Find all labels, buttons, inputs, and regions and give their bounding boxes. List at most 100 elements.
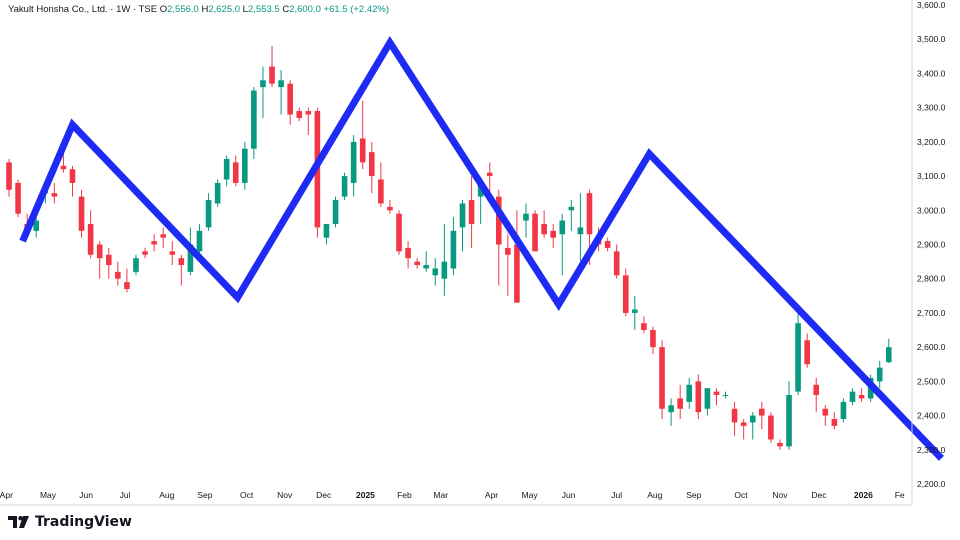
candle-body xyxy=(650,330,656,348)
candle xyxy=(178,254,185,286)
candle xyxy=(731,401,738,437)
candle-body xyxy=(885,347,892,363)
candle-body xyxy=(459,203,466,228)
candle-body xyxy=(260,80,266,88)
candle-body xyxy=(486,172,493,177)
candle xyxy=(223,155,230,187)
candle xyxy=(686,377,693,409)
y-tick-label: 3,500.0 xyxy=(917,34,946,44)
candle xyxy=(251,87,257,159)
candle xyxy=(813,377,820,413)
y-tick-label: 2,700.0 xyxy=(917,308,946,318)
candle xyxy=(822,405,829,426)
candle xyxy=(323,223,330,245)
candle xyxy=(768,412,774,443)
candle-body xyxy=(822,408,829,416)
candle-body xyxy=(795,323,801,392)
candle xyxy=(468,176,475,248)
candle-body xyxy=(858,395,865,399)
candle xyxy=(124,268,130,293)
candle-body xyxy=(169,251,176,255)
candle-body xyxy=(604,241,611,248)
candle xyxy=(777,439,783,450)
candle-body xyxy=(568,206,575,211)
candle xyxy=(51,182,58,204)
candle xyxy=(486,162,493,194)
candle xyxy=(622,268,629,317)
candle-body xyxy=(641,323,647,331)
candle xyxy=(632,295,638,331)
candle xyxy=(96,241,103,279)
time-axis[interactable]: Apr May Jun Jul Aug Sep Oct Nov Dec 2025 Feb Mar Apr… xyxy=(0,490,912,506)
candle-body xyxy=(423,265,430,269)
y-tick-label: 3,200.0 xyxy=(917,137,946,147)
candle-body xyxy=(686,384,693,402)
candle xyxy=(641,316,647,334)
chart-legend: Yakult Honsha Co., Ltd. · 1W · TSE O2,55… xyxy=(8,4,389,15)
candle-body xyxy=(350,141,357,183)
candle xyxy=(69,165,76,197)
candle xyxy=(677,384,683,419)
candle xyxy=(885,338,892,364)
x-tick-label: May xyxy=(522,490,539,500)
y-tick-label: 3,600.0 xyxy=(917,0,946,10)
candle xyxy=(33,217,40,238)
candle-body xyxy=(115,271,121,279)
candle-body xyxy=(713,391,720,396)
candle-body xyxy=(495,196,502,245)
candle xyxy=(378,162,384,207)
candle-body xyxy=(514,244,520,303)
candle xyxy=(804,333,810,368)
y-tick-label: 2,300.0 xyxy=(917,445,946,455)
high-value: 2,625.0 xyxy=(208,4,241,15)
candle-body xyxy=(586,193,593,235)
candle-body xyxy=(142,251,148,255)
candle xyxy=(142,247,148,259)
x-tick-label: Aug xyxy=(159,490,174,500)
candle xyxy=(541,210,547,238)
candle-body xyxy=(278,80,284,88)
candle xyxy=(704,388,711,416)
change-value: +61.5 (+2.42%) xyxy=(323,4,390,15)
candle-body xyxy=(269,66,275,84)
candle-body xyxy=(759,408,765,416)
candle xyxy=(722,391,729,399)
candle xyxy=(849,388,856,406)
candle xyxy=(305,107,312,136)
candle-body xyxy=(777,442,783,447)
candle xyxy=(6,158,12,197)
candle xyxy=(577,193,584,262)
candle xyxy=(514,210,520,303)
candle xyxy=(523,203,529,238)
candle-body xyxy=(577,227,584,235)
candle xyxy=(786,381,792,450)
candle-body xyxy=(214,182,221,204)
candle-body xyxy=(840,401,847,419)
candles xyxy=(6,46,892,450)
zigzag-overlay xyxy=(19,36,944,461)
candle-body xyxy=(405,247,411,259)
candle-body xyxy=(87,223,94,255)
candle xyxy=(387,200,393,214)
candle-body xyxy=(33,220,40,231)
candle xyxy=(550,223,556,248)
tradingview-logo[interactable]: TradingView xyxy=(8,514,132,530)
high-label: H xyxy=(201,4,209,15)
low-value: 2,553.5 xyxy=(247,4,280,15)
candle xyxy=(214,179,221,207)
candle xyxy=(296,107,303,122)
price-axis[interactable]: 2,200.0 2,300.0 2,400.0 2,500.0 2,600.0 2,700… xyxy=(911,0,946,505)
candle-body xyxy=(622,275,629,313)
candle-body xyxy=(369,152,375,177)
candle xyxy=(840,398,847,423)
candle-body xyxy=(876,367,883,382)
candle-body xyxy=(6,162,12,190)
candle-body xyxy=(205,200,212,228)
open-value: 2,556.0 xyxy=(167,4,199,15)
candle-body xyxy=(731,408,738,423)
candle xyxy=(441,223,448,296)
candle-body xyxy=(305,111,312,115)
candle xyxy=(405,241,411,269)
candle xyxy=(876,360,883,389)
